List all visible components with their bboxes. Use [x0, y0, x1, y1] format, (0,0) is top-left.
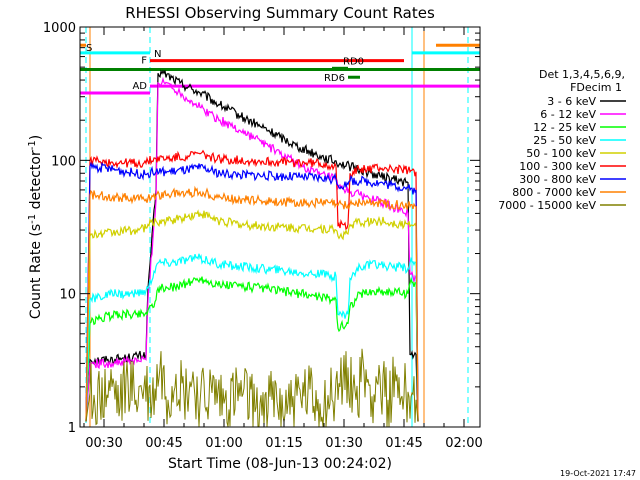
- plot-frame: [79, 26, 481, 428]
- bar-label-rd6: RD6: [324, 73, 345, 84]
- series-line-100-300-kev: [85, 149, 419, 422]
- y-tick-label-0: 1: [68, 421, 76, 436]
- y-tick-label-2: 100: [51, 154, 76, 169]
- legend-header-line2: FDecim 1: [570, 81, 622, 94]
- series-line-6-12-kev: [85, 76, 419, 422]
- series-line-50-100-kev: [85, 209, 419, 422]
- legend-label-0: 3 - 6 keV: [547, 95, 596, 108]
- legend-label-6: 300 - 800 keV: [519, 173, 596, 186]
- bar-label-ad: AD: [132, 81, 147, 92]
- y-axis-label: Count Rate (s-1 detector-1): [27, 135, 44, 319]
- chart-title: RHESSI Observing Summary Count Rates: [125, 4, 435, 22]
- legend-header-line1: Det 1,3,4,5,6,9,: [539, 68, 625, 81]
- x-axis: 00:30 00:45 01:00 01:15 01:30 01:45 02:00: [83, 27, 483, 451]
- series-line-800-7000-kev: [85, 185, 419, 422]
- x-axis-label: Start Time (08-Jun-13 00:24:02): [168, 456, 392, 472]
- series-line-7000-15000-kev: [85, 348, 419, 427]
- series-line-3-6-kev: [85, 69, 419, 422]
- x-tick-label-6: 02:00: [445, 436, 482, 451]
- legend-label-1: 6 - 12 keV: [540, 108, 596, 121]
- legend-label-5: 100 - 300 keV: [519, 160, 596, 173]
- legend-label-2: 12 - 25 keV: [533, 121, 596, 134]
- y-axis: 1 10 100 1000: [43, 21, 480, 436]
- series-line-12-25-kev: [85, 276, 419, 422]
- series-line-25-50-kev: [85, 253, 419, 422]
- y-tick-label-3: 1000: [43, 21, 76, 36]
- timestamp: 19-Oct-2021 17:47: [560, 469, 636, 478]
- x-tick-label-5: 01:45: [385, 436, 422, 451]
- bar-label-n: N: [154, 49, 161, 60]
- x-tick-label-2: 01:00: [205, 436, 242, 451]
- legend-label-4: 50 - 100 keV: [526, 147, 596, 160]
- plot-area: S NF RD0 RD6 AD: [80, 27, 480, 427]
- bar-label-s: S: [86, 43, 92, 54]
- bar-label-rd0: RD0: [343, 56, 364, 67]
- x-tick-label-4: 01:30: [325, 436, 362, 451]
- x-tick-label-3: 01:15: [265, 436, 302, 451]
- series-line-300-800-kev: [85, 161, 419, 422]
- legend-label-7: 800 - 7000 keV: [512, 186, 596, 199]
- bar-label-f: F: [141, 56, 147, 67]
- y-tick-label-1: 10: [59, 288, 76, 303]
- legend-label-3: 25 - 50 keV: [533, 134, 596, 147]
- legend-label-8: 7000 - 15000 keV: [498, 199, 596, 212]
- x-tick-label-1: 00:45: [145, 436, 182, 451]
- x-tick-label-0: 00:30: [85, 436, 122, 451]
